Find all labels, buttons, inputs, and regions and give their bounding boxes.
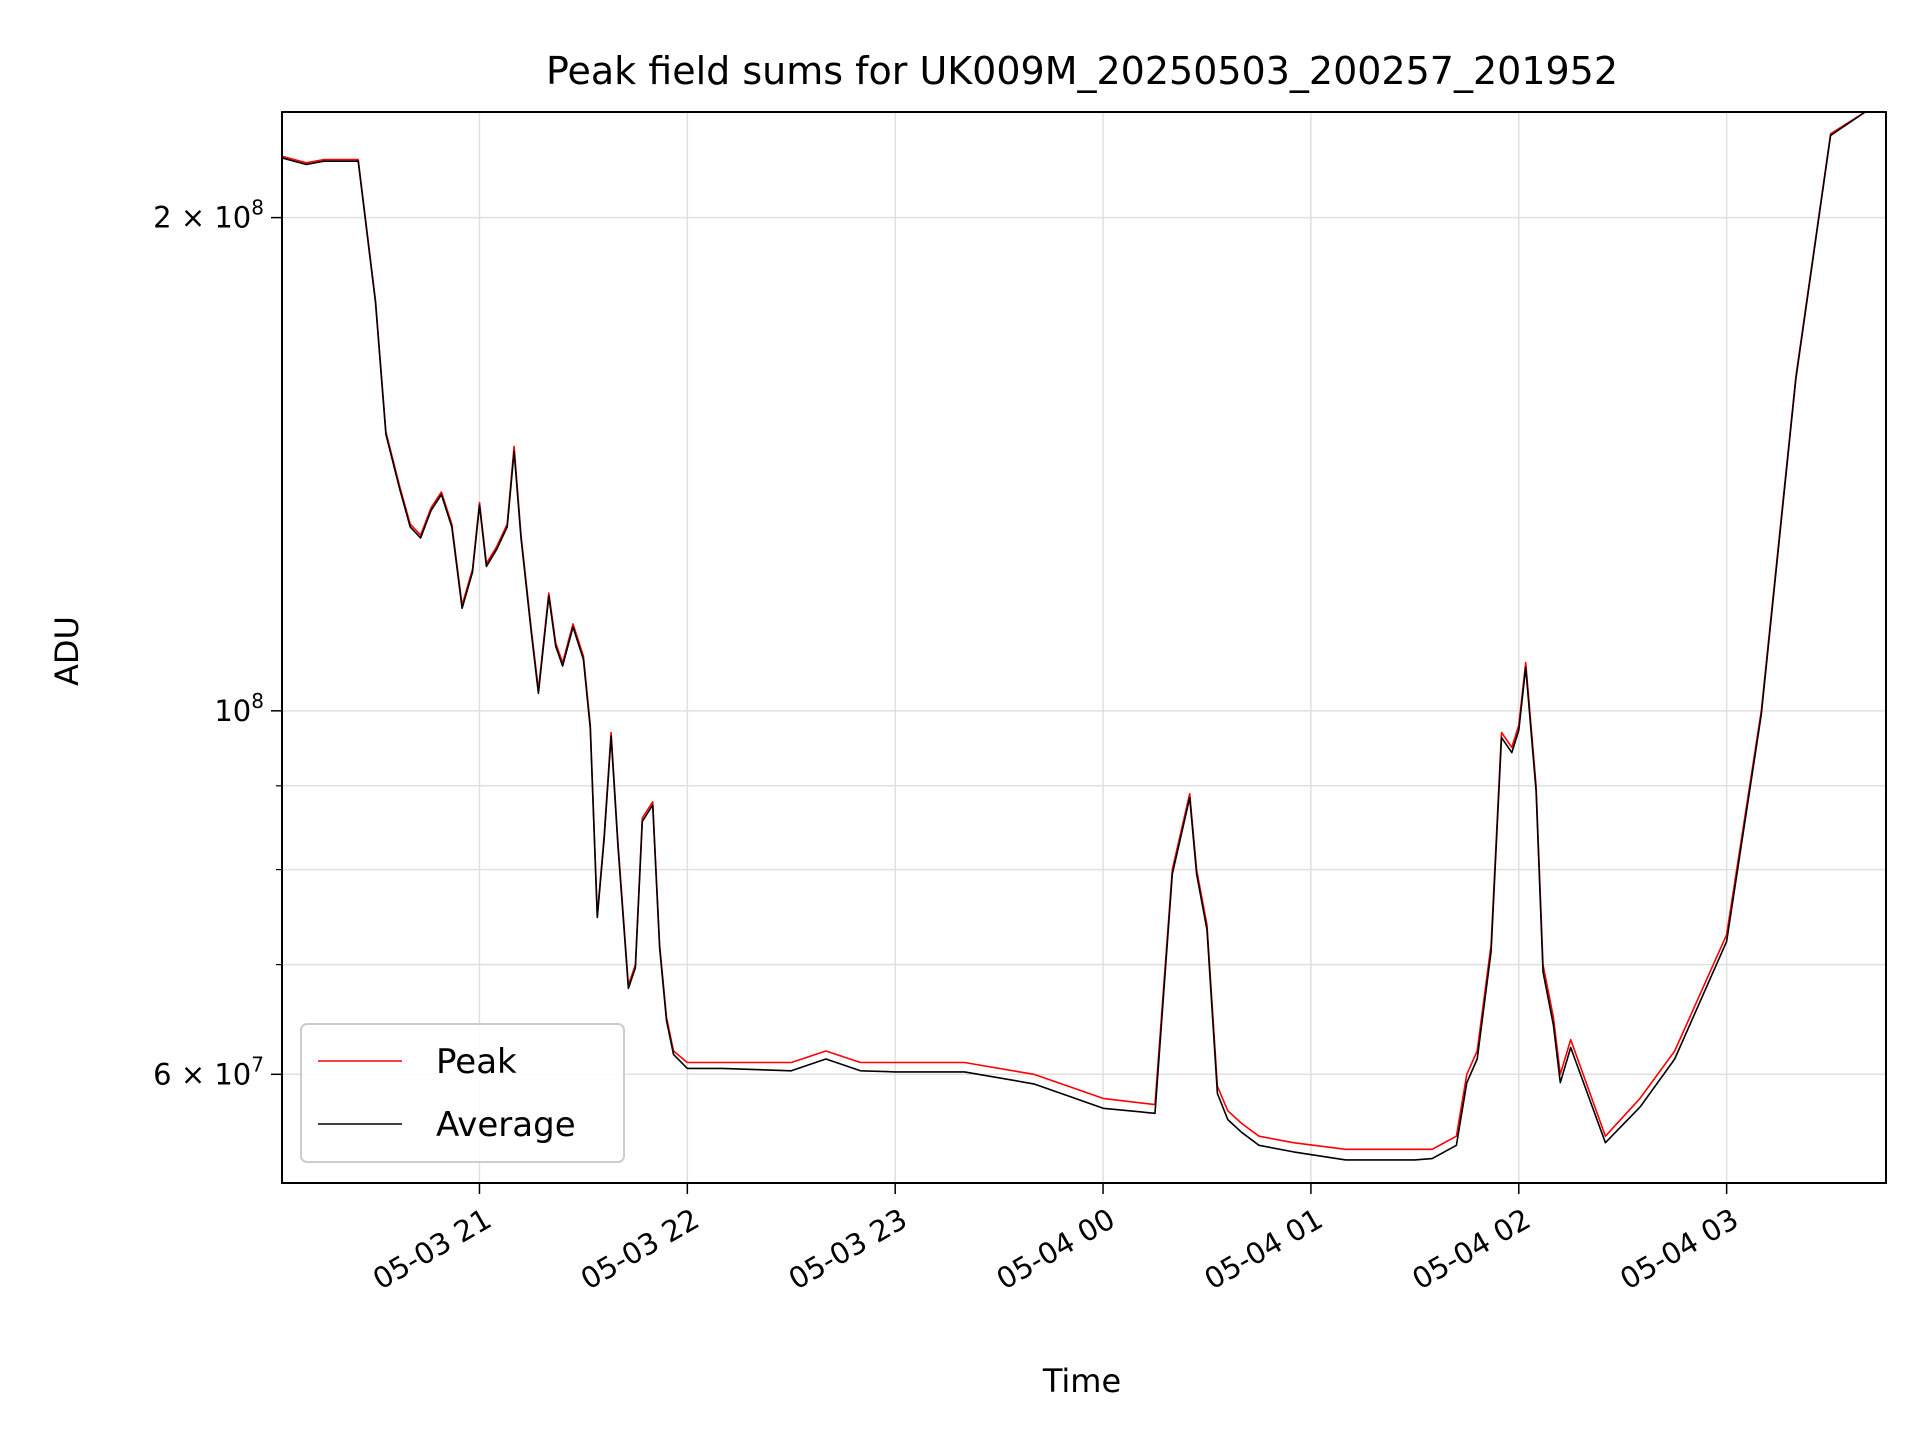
legend-label: Average [436,1105,576,1145]
legend: Peak Average [300,1023,625,1163]
chart-title: Peak field sums for UK009M_20250503_2002… [546,49,1618,93]
y-axis-title: ADU [48,616,86,686]
y-tick-label: 2 × 108 [153,196,264,235]
series-layer [282,112,1886,1161]
legend-box [300,1023,625,1163]
y-tick-label: 108 [214,689,264,728]
plot-frame [281,111,1887,1184]
series-line-average [282,112,1886,1161]
legend-label: Peak [436,1042,517,1082]
x-axis-title: Time [1042,1362,1121,1400]
grid [282,112,1886,1183]
y-tick-label: 6 × 107 [153,1052,264,1091]
